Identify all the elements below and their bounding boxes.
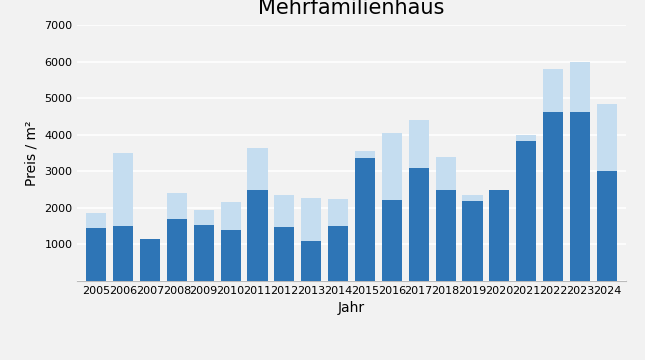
Bar <box>490 189 510 281</box>
Bar <box>221 230 241 281</box>
Bar <box>355 151 375 281</box>
Bar <box>462 195 482 281</box>
Bar <box>516 141 536 281</box>
Bar <box>435 157 455 281</box>
Bar <box>274 227 294 281</box>
Bar <box>140 239 160 281</box>
Bar <box>86 213 106 281</box>
Bar <box>409 168 429 281</box>
Bar <box>570 62 590 281</box>
Bar <box>355 158 375 281</box>
Bar <box>516 135 536 281</box>
Bar <box>194 210 213 281</box>
Bar <box>301 198 321 281</box>
Bar <box>301 241 321 281</box>
Bar <box>462 201 482 281</box>
Y-axis label: Preis / m²: Preis / m² <box>25 120 39 186</box>
Bar <box>382 133 402 281</box>
Bar <box>543 69 563 281</box>
Bar <box>409 120 429 281</box>
Bar <box>543 112 563 281</box>
Bar <box>328 226 348 281</box>
Bar <box>328 199 348 281</box>
Bar <box>248 190 268 281</box>
Bar <box>597 104 617 281</box>
X-axis label: Jahr: Jahr <box>338 301 365 315</box>
Bar <box>86 228 106 281</box>
Bar <box>570 112 590 281</box>
Bar <box>140 239 160 281</box>
Bar <box>167 193 187 281</box>
Title: Mehrfamilienhaus: Mehrfamilienhaus <box>259 0 444 18</box>
Bar <box>221 202 241 281</box>
Bar <box>113 226 133 281</box>
Bar <box>382 201 402 281</box>
Bar <box>490 189 510 281</box>
Bar <box>248 148 268 281</box>
Bar <box>274 195 294 281</box>
Bar <box>435 190 455 281</box>
Bar <box>194 225 213 281</box>
Bar <box>597 171 617 281</box>
Bar <box>167 219 187 281</box>
Bar <box>113 153 133 281</box>
